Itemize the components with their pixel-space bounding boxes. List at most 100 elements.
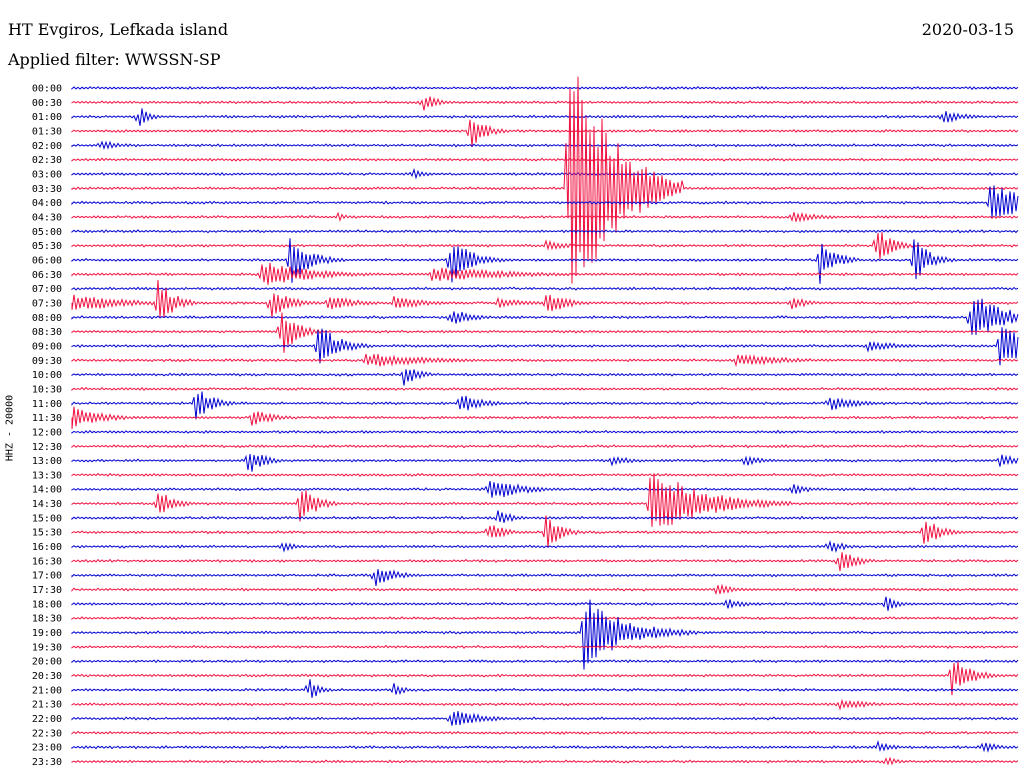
row-time-label: 16:00 bbox=[32, 542, 62, 553]
recording-date: 2020-03-15 bbox=[921, 20, 1014, 39]
row-time-label: 20:00 bbox=[32, 657, 62, 668]
trace-row bbox=[71, 369, 1019, 386]
trace-row bbox=[71, 539, 1019, 553]
trace-row bbox=[71, 473, 1019, 527]
trace-row bbox=[71, 185, 1019, 218]
row-time-label: 19:00 bbox=[32, 628, 62, 639]
row-time-label: 09:30 bbox=[32, 356, 62, 367]
trace-row bbox=[71, 406, 1019, 429]
filter-label: Applied filter: WWSSN-SP bbox=[8, 50, 221, 69]
row-time-label: 03:30 bbox=[32, 184, 62, 195]
trace-row bbox=[71, 85, 1019, 91]
row-time-label: 05:00 bbox=[32, 227, 62, 238]
row-time-label: 18:00 bbox=[32, 599, 62, 610]
row-time-label: 04:30 bbox=[32, 212, 62, 223]
row-time-label: 04:00 bbox=[32, 198, 62, 209]
row-time-label: 18:30 bbox=[32, 614, 62, 625]
trace-row bbox=[71, 444, 1019, 449]
station-title: HT Evgiros, Lefkada island bbox=[8, 20, 229, 39]
trace-row bbox=[71, 386, 1019, 392]
trace-row bbox=[71, 472, 1019, 478]
row-time-label: 03:00 bbox=[32, 169, 62, 180]
row-time-label: 19:30 bbox=[32, 642, 62, 653]
trace-row bbox=[71, 698, 1019, 711]
row-time-label: 07:30 bbox=[32, 298, 62, 309]
row-time-label: 14:30 bbox=[32, 499, 62, 510]
trace-row bbox=[71, 279, 1019, 318]
row-time-label: 21:00 bbox=[32, 685, 62, 696]
trace-row bbox=[71, 730, 1019, 735]
row-time-label: 05:30 bbox=[32, 241, 62, 252]
row-time-label: 21:30 bbox=[32, 700, 62, 711]
row-time-label: 00:30 bbox=[32, 98, 62, 109]
trace-row bbox=[71, 616, 1019, 621]
row-time-label: 08:30 bbox=[32, 327, 62, 338]
row-time-label: 17:30 bbox=[32, 585, 62, 596]
row-time-label: 16:30 bbox=[32, 556, 62, 567]
trace-row bbox=[71, 429, 1019, 435]
row-time-label: 09:00 bbox=[32, 341, 62, 352]
trace-row bbox=[71, 391, 1019, 420]
row-time-label: 23:00 bbox=[32, 743, 62, 754]
row-time-label: 06:30 bbox=[32, 270, 62, 281]
row-time-label: 22:00 bbox=[32, 714, 62, 725]
trace-row bbox=[71, 229, 1019, 234]
trace-row bbox=[71, 353, 1019, 368]
row-time-label: 01:30 bbox=[32, 126, 62, 137]
trace-row bbox=[71, 756, 1019, 766]
row-time-label: 11:30 bbox=[32, 413, 62, 424]
trace-row bbox=[71, 644, 1019, 649]
row-time-label: 07:00 bbox=[32, 284, 62, 295]
row-time-label: 20:30 bbox=[32, 671, 62, 682]
row-time-label: 23:30 bbox=[32, 757, 62, 768]
trace-row bbox=[71, 76, 1019, 284]
trace-row bbox=[71, 596, 1019, 611]
trace-row bbox=[71, 312, 1019, 353]
trace-row bbox=[71, 327, 1019, 366]
trace-row bbox=[71, 238, 1019, 284]
row-time-label: 13:30 bbox=[32, 470, 62, 481]
trace-row bbox=[71, 157, 1019, 162]
trace-row bbox=[71, 740, 1019, 753]
trace-row bbox=[71, 661, 1019, 696]
trace-row bbox=[71, 298, 1019, 335]
row-time-label: 14:00 bbox=[32, 485, 62, 496]
trace-row bbox=[71, 583, 1019, 596]
row-time-label: 15:00 bbox=[32, 513, 62, 524]
trace-row bbox=[71, 453, 1019, 472]
trace-row bbox=[71, 108, 1019, 126]
row-time-label: 10:30 bbox=[32, 384, 62, 395]
row-time-label: 06:00 bbox=[32, 255, 62, 266]
row-time-label: 01:00 bbox=[32, 112, 62, 123]
row-time-label: 12:30 bbox=[32, 442, 62, 453]
row-time-label: 02:30 bbox=[32, 155, 62, 166]
row-time-label: 13:00 bbox=[32, 456, 62, 467]
trace-row bbox=[71, 569, 1019, 586]
trace-row bbox=[71, 140, 1019, 150]
trace-row bbox=[71, 599, 1019, 670]
row-time-label: 08:00 bbox=[32, 313, 62, 324]
trace-row bbox=[71, 232, 1019, 260]
trace-row bbox=[71, 167, 1019, 180]
row-time-label: 22:30 bbox=[32, 728, 62, 739]
trace-row bbox=[71, 659, 1019, 664]
trace-row bbox=[71, 481, 1019, 498]
trace-row bbox=[71, 679, 1019, 698]
trace-row bbox=[71, 711, 1019, 726]
trace-row bbox=[71, 119, 1019, 147]
trace-row bbox=[71, 96, 1019, 111]
trace-row bbox=[71, 286, 1019, 291]
trace-row bbox=[71, 552, 1019, 572]
trace-row bbox=[71, 515, 1019, 548]
row-time-label: 10:00 bbox=[32, 370, 62, 381]
row-time-label: 00:00 bbox=[32, 84, 62, 95]
row-time-label: 11:00 bbox=[32, 399, 62, 410]
row-time-label: 15:30 bbox=[32, 528, 62, 539]
row-time-label: 12:00 bbox=[32, 427, 62, 438]
row-time-label: 02:00 bbox=[32, 141, 62, 152]
trace-row bbox=[71, 211, 1019, 223]
row-time-label: 17:00 bbox=[32, 571, 62, 582]
trace-row bbox=[71, 262, 1019, 285]
